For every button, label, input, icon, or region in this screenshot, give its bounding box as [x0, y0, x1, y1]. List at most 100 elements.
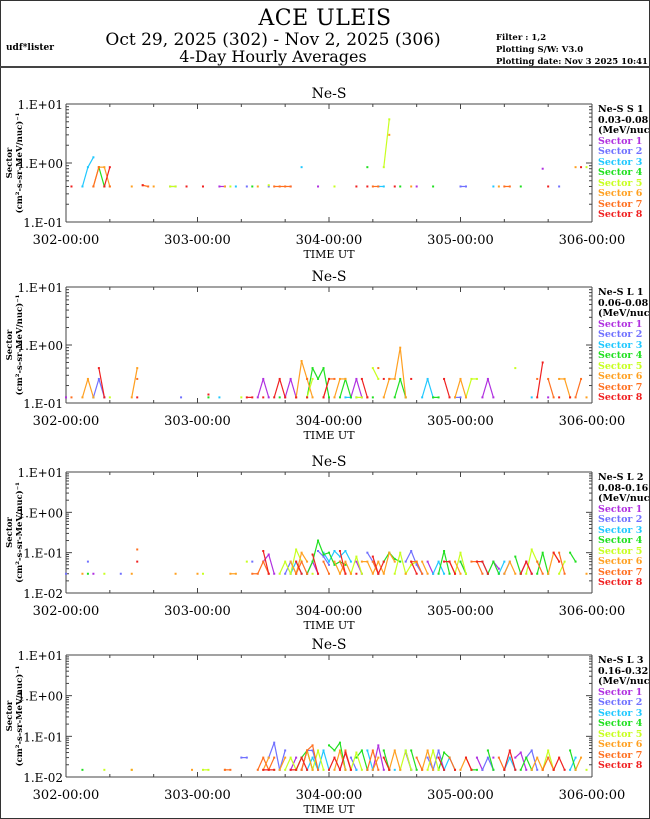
legend-entry-sector-3: Sector 3 — [598, 156, 643, 168]
chart-panel-2: 302-00:00 303-00:00 304-00:00 305-00:00 306-… — [5, 269, 625, 442]
data-segment — [564, 378, 571, 398]
data-segment — [399, 347, 407, 398]
main-title: ACE ULEIS — [258, 6, 392, 31]
data-segment — [438, 752, 445, 771]
data-point — [355, 768, 358, 771]
filter-label: Filter : 1,2 — [496, 33, 547, 43]
x-tick-label: 305-00:00 — [427, 604, 494, 619]
data-segment — [257, 378, 264, 398]
data-point — [201, 572, 204, 575]
data-segment — [333, 561, 341, 575]
data-segment — [98, 367, 105, 398]
data-segment — [317, 367, 325, 380]
data-segment — [438, 757, 445, 771]
data-segment — [333, 750, 341, 771]
x-axis-label: TIME UT — [303, 429, 355, 442]
legend-entry-sector-3: Sector 3 — [598, 707, 643, 719]
series-sector-8 — [262, 749, 566, 771]
series-sector-5 — [169, 118, 588, 188]
y-tick-label: 1.E+00 — [17, 339, 63, 353]
data-segment — [339, 550, 347, 574]
data-segment — [536, 552, 544, 574]
x-tick-label: 305-00:00 — [427, 788, 494, 803]
data-segment — [372, 750, 379, 771]
data-segment — [520, 752, 527, 771]
data-segment — [525, 757, 533, 771]
data-segment — [454, 378, 462, 398]
data-segment — [262, 554, 270, 562]
x-tick-label: 303-00:00 — [164, 414, 231, 429]
data-segment — [498, 561, 505, 575]
y-tick-label: 1.E+00 — [17, 506, 63, 520]
data-segment — [92, 167, 100, 187]
legend-entry-sector-7: Sector 7 — [598, 749, 643, 761]
data-point — [251, 185, 254, 188]
data-segment — [284, 561, 292, 575]
x-tick-label: 304-00:00 — [296, 604, 363, 619]
data-segment — [427, 750, 434, 771]
data-segment — [399, 552, 407, 574]
data-segment — [459, 378, 467, 398]
data-point — [130, 768, 133, 771]
data-point — [585, 572, 588, 575]
header: ACE ULEIS Oct 29, 2025 (302) - Nov 2, 20… — [0, 0, 650, 68]
data-point — [371, 396, 374, 399]
date-range: Oct 29, 2025 (302) - Nov 2, 2025 (306) — [105, 30, 441, 50]
data-segment — [553, 757, 560, 771]
legend-header: Ne-S L 1 — [598, 287, 644, 298]
series-sector-2 — [169, 185, 561, 188]
data-point — [547, 185, 550, 188]
legend-entry-sector-6: Sector 6 — [598, 371, 643, 382]
data-segment — [553, 552, 560, 562]
data-point — [410, 185, 413, 188]
x-tick-label: 304-00:00 — [296, 233, 363, 248]
data-segment — [279, 561, 286, 575]
data-segment — [301, 757, 308, 771]
data-segment — [443, 757, 451, 771]
data-segment — [492, 561, 500, 575]
x-axis-label: TIME UT — [303, 803, 355, 816]
legend-entry-sector-2: Sector 2 — [598, 329, 643, 340]
legend-entry-sector-2: Sector 2 — [598, 146, 643, 157]
data-segment — [454, 552, 462, 574]
subtitle: 4-Day Hourly Averages — [179, 47, 367, 66]
data-segment — [569, 757, 577, 771]
data-segment — [509, 750, 516, 771]
data-segment — [438, 561, 445, 575]
x-tick-label: 302-00:00 — [33, 788, 100, 803]
data-point — [585, 396, 588, 399]
data-point — [174, 572, 177, 575]
series-sector-3 — [81, 156, 495, 188]
data-segment — [514, 556, 522, 574]
data-segment — [81, 167, 89, 187]
data-point — [366, 185, 369, 188]
data-point — [251, 560, 254, 563]
data-segment — [361, 750, 368, 771]
data-point — [245, 560, 248, 563]
data-segment — [547, 757, 555, 771]
series-sector-6 — [81, 346, 588, 399]
data-segment — [421, 378, 429, 398]
data-segment — [421, 750, 429, 771]
data-segment — [372, 757, 379, 771]
data-segment — [306, 378, 314, 398]
data-segment — [383, 552, 390, 574]
y-axis-label: Sector — [5, 700, 15, 731]
data-point — [393, 768, 396, 771]
legend-header: (MeV/nuc) — [598, 493, 650, 504]
plot-date-label: Plotting date: Nov 3 2025 10:41 — [496, 57, 648, 67]
data-segment — [459, 757, 467, 771]
y-axis-unit-label: (cm²-s-sr-MeV/nuc)⁻¹ — [14, 482, 25, 583]
data-point — [119, 572, 122, 575]
legend-entry-sector-7: Sector 7 — [598, 198, 643, 210]
data-segment — [465, 757, 473, 771]
data-point — [547, 396, 550, 399]
data-segment — [569, 552, 577, 562]
chart-panel-3: 302-00:00 303-00:00 304-00:00 305-00:00 306-… — [5, 454, 625, 632]
data-segment — [262, 757, 270, 771]
data-point — [519, 185, 522, 188]
legend-entry-sector-1: Sector 1 — [598, 135, 643, 147]
data-point — [180, 396, 183, 399]
x-tick-label: 302-00:00 — [33, 233, 100, 248]
data-point — [207, 393, 210, 396]
